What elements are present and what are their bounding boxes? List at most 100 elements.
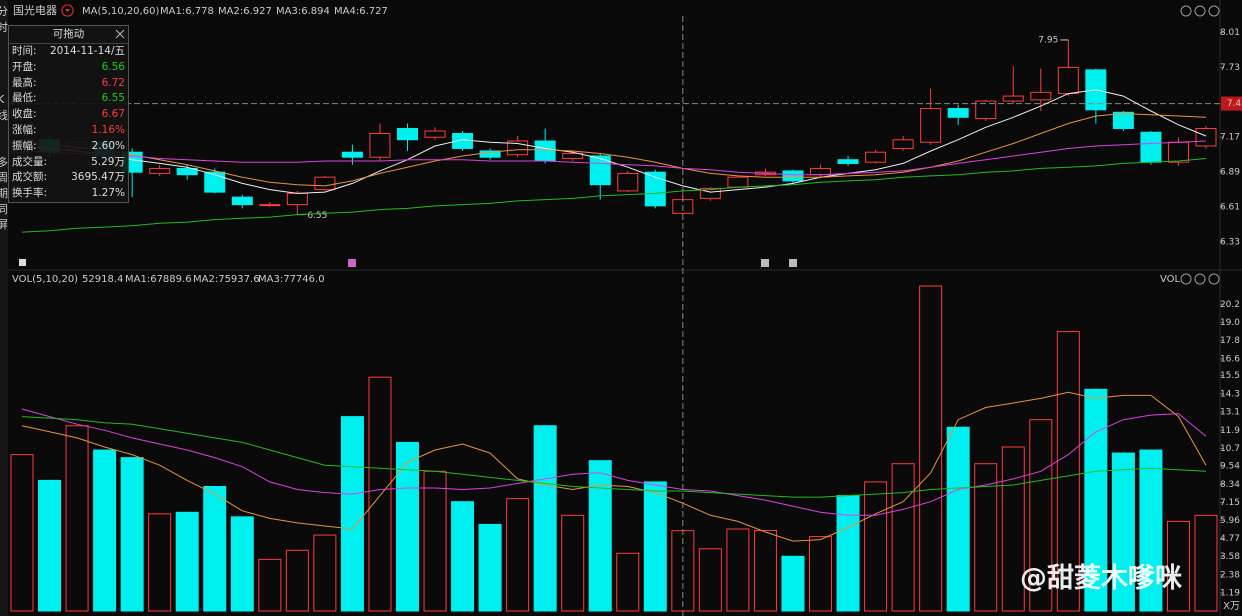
volume-bar [313, 534, 337, 612]
row-label: 最高: [12, 76, 37, 89]
candle-body [286, 192, 308, 206]
panel-row: 时间: 2014-11-14/五 [9, 44, 128, 60]
y-tick-label: 10.7 [1220, 444, 1240, 454]
panel-row: 成交额: 3695.47万 [9, 170, 128, 186]
indicator-label: MA(5,10,20,60) [82, 6, 159, 17]
volume-bar [836, 495, 860, 612]
sidebar-tab: 线 [0, 108, 8, 122]
panel-row: 换手率: 1.27% [9, 186, 128, 202]
sidebar-tab: 屏 [0, 218, 8, 231]
info-panel[interactable]: 可拖动 时间: 2014-11-14/五 开盘: 6.56 最高: 6.72 最低: 6.55… [8, 25, 129, 203]
volume-bar [561, 514, 585, 612]
candle-body [892, 139, 914, 149]
volume-bar [38, 479, 62, 612]
y-tick-label: 6.33 [1220, 238, 1240, 248]
dropdown-arrow [65, 9, 70, 12]
volume-bar [10, 454, 34, 612]
ma-line [21, 140, 1207, 176]
panel-title: 可拖动 [9, 26, 128, 44]
y-tick-label: 3.58 [1220, 552, 1240, 562]
volume-bar [643, 481, 667, 612]
volume-bar [726, 528, 750, 612]
event-icons [19, 259, 797, 267]
panel-row: 最低: 6.55 [9, 91, 128, 107]
y-tick-label: 9.54 [1220, 462, 1240, 472]
volume-bar [285, 549, 309, 612]
min-label: 6.55 [307, 211, 327, 221]
volume-bar [588, 460, 612, 612]
row-value: 2014-11-14/五 [49, 45, 125, 57]
row-label: 收盘: [12, 108, 37, 121]
row-label: 振幅: [12, 139, 37, 152]
candle-body [617, 172, 639, 192]
legend-entry: MA4:6.727 [334, 6, 388, 17]
candle-body [479, 150, 501, 158]
volume-bar [148, 513, 172, 612]
row-value: 1.27% [91, 187, 125, 200]
sidebar-tab: 多 [0, 155, 8, 169]
legend-entry: MA2:6.927 [218, 6, 272, 17]
y-tick-label: 17.8 [1220, 336, 1240, 346]
volume-bar [1166, 520, 1190, 612]
window-icons [1180, 5, 1220, 285]
crosshair-tag [1221, 96, 1242, 111]
volume-bar [1056, 331, 1080, 612]
y-tick-label: 7.15 [1220, 498, 1240, 508]
volume-bar [120, 457, 144, 612]
volume-bar [1194, 514, 1218, 612]
stock-name: 国光电器 [13, 3, 57, 17]
candle-body [644, 171, 666, 207]
volume-bar [1001, 446, 1025, 612]
close-icon[interactable] [115, 29, 125, 39]
candle-body [920, 108, 942, 143]
legend-entry: MA1:6.778 [160, 6, 214, 17]
volume-bar [919, 285, 943, 612]
panel-row: 涨幅: 1.16% [9, 123, 128, 139]
panel-row: 最高: 6.72 [9, 76, 128, 92]
candle-body [176, 167, 198, 176]
volume-bar [1084, 388, 1108, 612]
candle-body [810, 167, 832, 176]
row-value: 3695.47万 [71, 171, 125, 184]
candle-body [1030, 91, 1052, 101]
candle-body [865, 151, 887, 163]
candle-body [782, 170, 804, 182]
sidebar-tab: 时 [0, 21, 8, 34]
row-value: 2.60% [91, 139, 125, 152]
candle-body [534, 140, 556, 162]
volume-bar [451, 501, 475, 612]
y-tick-label: 5.96 [1220, 516, 1240, 526]
y-tick-label: 14.3 [1220, 389, 1240, 399]
panel-rows: 时间: 2014-11-14/五 开盘: 6.56 最高: 6.72 最低: 6.55 收盘: 6… [9, 44, 128, 202]
y-tick-label: 7.73 [1220, 63, 1240, 73]
sidebar-tab: K [0, 93, 5, 106]
candle-body [1112, 111, 1134, 130]
ma-line [21, 391, 1207, 542]
volume-bar [258, 558, 282, 612]
volume-bar [175, 511, 199, 612]
panel-row: 成交量: 5.29万 [9, 155, 128, 171]
row-label: 最低: [12, 92, 37, 105]
legend-entry: MA3:77746.0 [258, 274, 325, 285]
dropdown-icon[interactable] [61, 4, 74, 17]
row-value: 6.56 [101, 60, 125, 73]
candle-body [947, 108, 969, 118]
candle-body [837, 159, 859, 164]
ma-line [21, 416, 1207, 498]
candle-body [1167, 141, 1189, 163]
volume-bar [203, 485, 227, 612]
candle-body [314, 176, 336, 191]
row-value: 1.16% [91, 123, 125, 136]
sidebar-tab: 期 [0, 187, 8, 200]
panel-row: 振幅: 2.60% [9, 139, 128, 155]
volume-bar [93, 449, 117, 612]
candle-body [204, 171, 226, 193]
candle-body [1057, 66, 1079, 95]
volume-bar [1029, 419, 1053, 612]
volume-bar [616, 552, 640, 612]
row-label: 成交额: [12, 171, 48, 184]
volume-bar [809, 536, 833, 612]
row-value: 5.29万 [91, 155, 125, 168]
legend-entry: MA1:67889.6 [125, 274, 192, 285]
